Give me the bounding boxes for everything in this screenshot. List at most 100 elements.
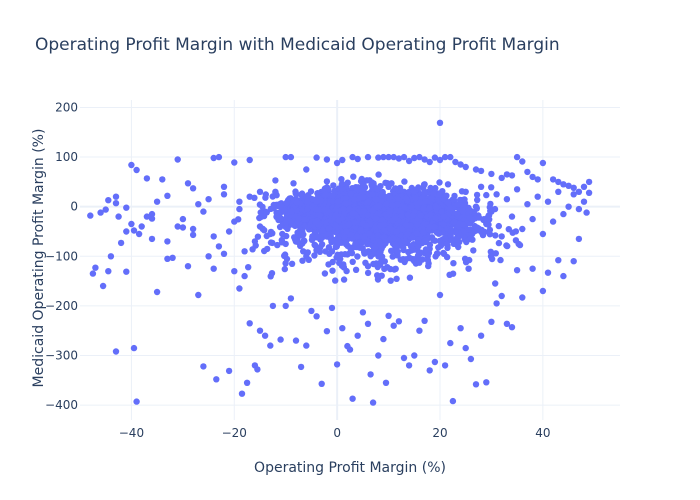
data-point (359, 309, 367, 316)
data-point (486, 231, 494, 238)
data-point (231, 159, 238, 166)
data-point (448, 236, 456, 244)
data-point (184, 180, 192, 187)
data-point (472, 381, 480, 388)
data-point (123, 204, 130, 211)
data-point (294, 238, 301, 246)
data-point (385, 153, 392, 161)
data-point (393, 275, 400, 282)
data-point (301, 216, 308, 223)
x-tick-label: −20 (222, 426, 247, 440)
data-point (210, 233, 217, 240)
data-point (174, 223, 181, 230)
data-point (262, 191, 269, 198)
data-point (421, 156, 428, 163)
data-point (416, 153, 423, 161)
data-point (453, 210, 461, 218)
data-point (430, 236, 437, 244)
data-point (225, 367, 233, 375)
data-point (343, 228, 350, 235)
data-point (274, 241, 281, 249)
data-point (388, 180, 395, 187)
data-point (440, 221, 447, 228)
data-point (401, 238, 408, 245)
data-point (153, 198, 161, 205)
data-point (463, 238, 470, 246)
data-points (87, 119, 593, 406)
data-point (282, 260, 289, 267)
data-point (287, 295, 295, 302)
data-point (376, 202, 383, 210)
data-point (560, 210, 567, 218)
data-point (169, 254, 176, 261)
data-point (414, 252, 422, 259)
data-point (281, 265, 288, 273)
data-point (449, 196, 456, 203)
data-point (87, 212, 94, 219)
data-point (99, 282, 107, 290)
data-point (513, 153, 521, 161)
data-point (434, 250, 441, 257)
data-point (205, 253, 212, 260)
data-point (364, 263, 372, 270)
data-point (369, 207, 376, 214)
data-point (404, 230, 411, 238)
data-point (413, 203, 421, 211)
data-point (405, 254, 413, 262)
data-point (441, 153, 449, 161)
data-point (332, 277, 339, 284)
data-point (254, 233, 262, 240)
data-point (279, 230, 286, 238)
data-point (328, 304, 336, 312)
data-point (483, 379, 490, 386)
data-point (421, 189, 428, 197)
data-point (375, 154, 382, 161)
y-tick-label: −200 (45, 299, 78, 313)
data-point (487, 200, 494, 208)
data-point (231, 268, 238, 275)
data-point (503, 320, 511, 327)
data-point (245, 264, 252, 271)
data-point (431, 358, 439, 366)
data-point (241, 248, 248, 255)
data-point (174, 156, 181, 163)
data-point (393, 228, 400, 235)
data-point (425, 262, 432, 270)
data-point (495, 239, 503, 247)
data-point (135, 230, 143, 238)
data-point (390, 322, 397, 329)
data-point (297, 363, 305, 371)
data-point (267, 273, 274, 280)
data-point (575, 188, 583, 195)
data-point (364, 153, 372, 161)
data-point (444, 181, 452, 188)
data-point (488, 184, 495, 191)
data-point (451, 218, 458, 226)
data-point (403, 222, 410, 229)
data-point (352, 240, 359, 247)
data-point (456, 238, 463, 246)
data-point (236, 285, 243, 292)
x-tick-label: −40 (119, 426, 144, 440)
data-point (138, 223, 145, 230)
data-point (447, 228, 454, 235)
data-point (329, 258, 336, 266)
data-point (508, 213, 516, 220)
data-point (283, 199, 290, 207)
data-point (261, 247, 268, 255)
data-point (349, 395, 356, 402)
data-point (130, 227, 138, 234)
data-point (349, 153, 356, 161)
data-point (323, 328, 331, 335)
data-point (342, 200, 350, 207)
data-point (411, 154, 418, 162)
data-point (583, 209, 590, 216)
data-point (377, 197, 385, 204)
data-point (369, 191, 376, 198)
data-point (329, 267, 336, 274)
data-point (529, 215, 536, 223)
data-point (492, 250, 499, 257)
data-point (330, 182, 337, 189)
x-tick-label: 20 (432, 426, 447, 440)
